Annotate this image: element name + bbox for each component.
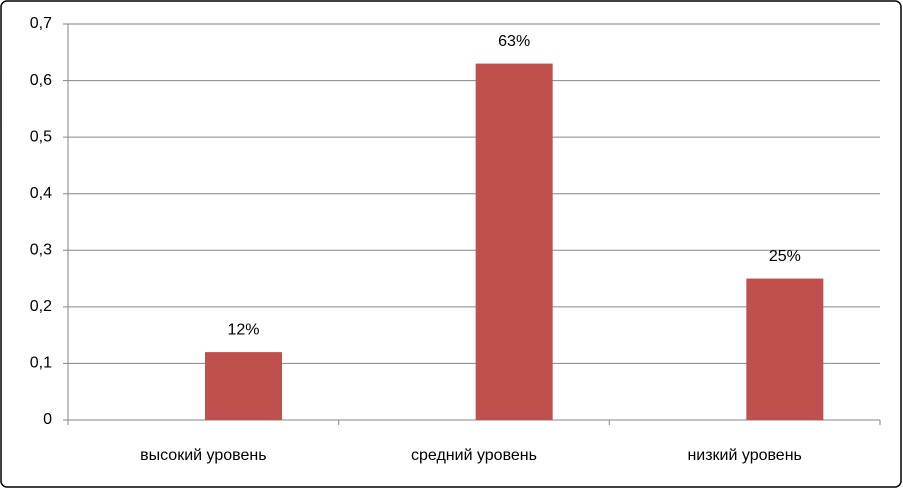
data-label: 25% [769, 248, 801, 265]
y-tick-label: 0,5 [30, 128, 52, 145]
y-tick-label: 0,2 [30, 298, 52, 315]
y-tick-label: 0 [43, 411, 52, 428]
y-tick-label: 0,7 [30, 15, 52, 32]
y-tick-label: 0,1 [30, 355, 52, 372]
x-tick-label: высокий уровень [140, 447, 266, 464]
bar [746, 278, 824, 420]
y-tick-label: 0,6 [30, 72, 52, 89]
data-label: 63% [498, 33, 530, 50]
bar [205, 352, 282, 420]
x-tick-label: средний уровень [411, 447, 537, 464]
y-tick-label: 0,4 [30, 185, 52, 202]
x-tick-label: низкий уровень [687, 447, 801, 464]
bar [475, 63, 553, 420]
data-label: 12% [227, 321, 259, 338]
y-tick-label: 0,3 [30, 242, 52, 259]
